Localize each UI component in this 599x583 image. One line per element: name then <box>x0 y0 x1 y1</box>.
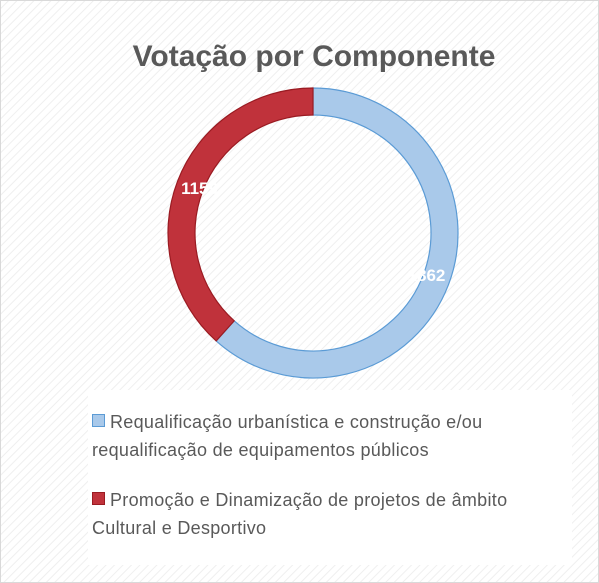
data-label: 1862 <box>408 266 446 285</box>
data-label: 1159 <box>181 179 218 198</box>
donut-segment <box>167 87 314 342</box>
donut-segment <box>215 87 459 379</box>
legend-label: Requalificação urbanística e construção … <box>92 412 483 460</box>
chart-title: Votação por Componente <box>133 40 496 73</box>
legend-label: Promoção e Dinamização de projetos de âm… <box>92 490 508 538</box>
legend-entry: Promoção e Dinamização de projetos de âm… <box>92 486 568 542</box>
legend: Requalificação urbanística e construção … <box>88 390 572 565</box>
legend-entry: Requalificação urbanística e construção … <box>92 408 568 464</box>
legend-swatch <box>92 492 105 505</box>
legend-swatch <box>92 414 105 427</box>
